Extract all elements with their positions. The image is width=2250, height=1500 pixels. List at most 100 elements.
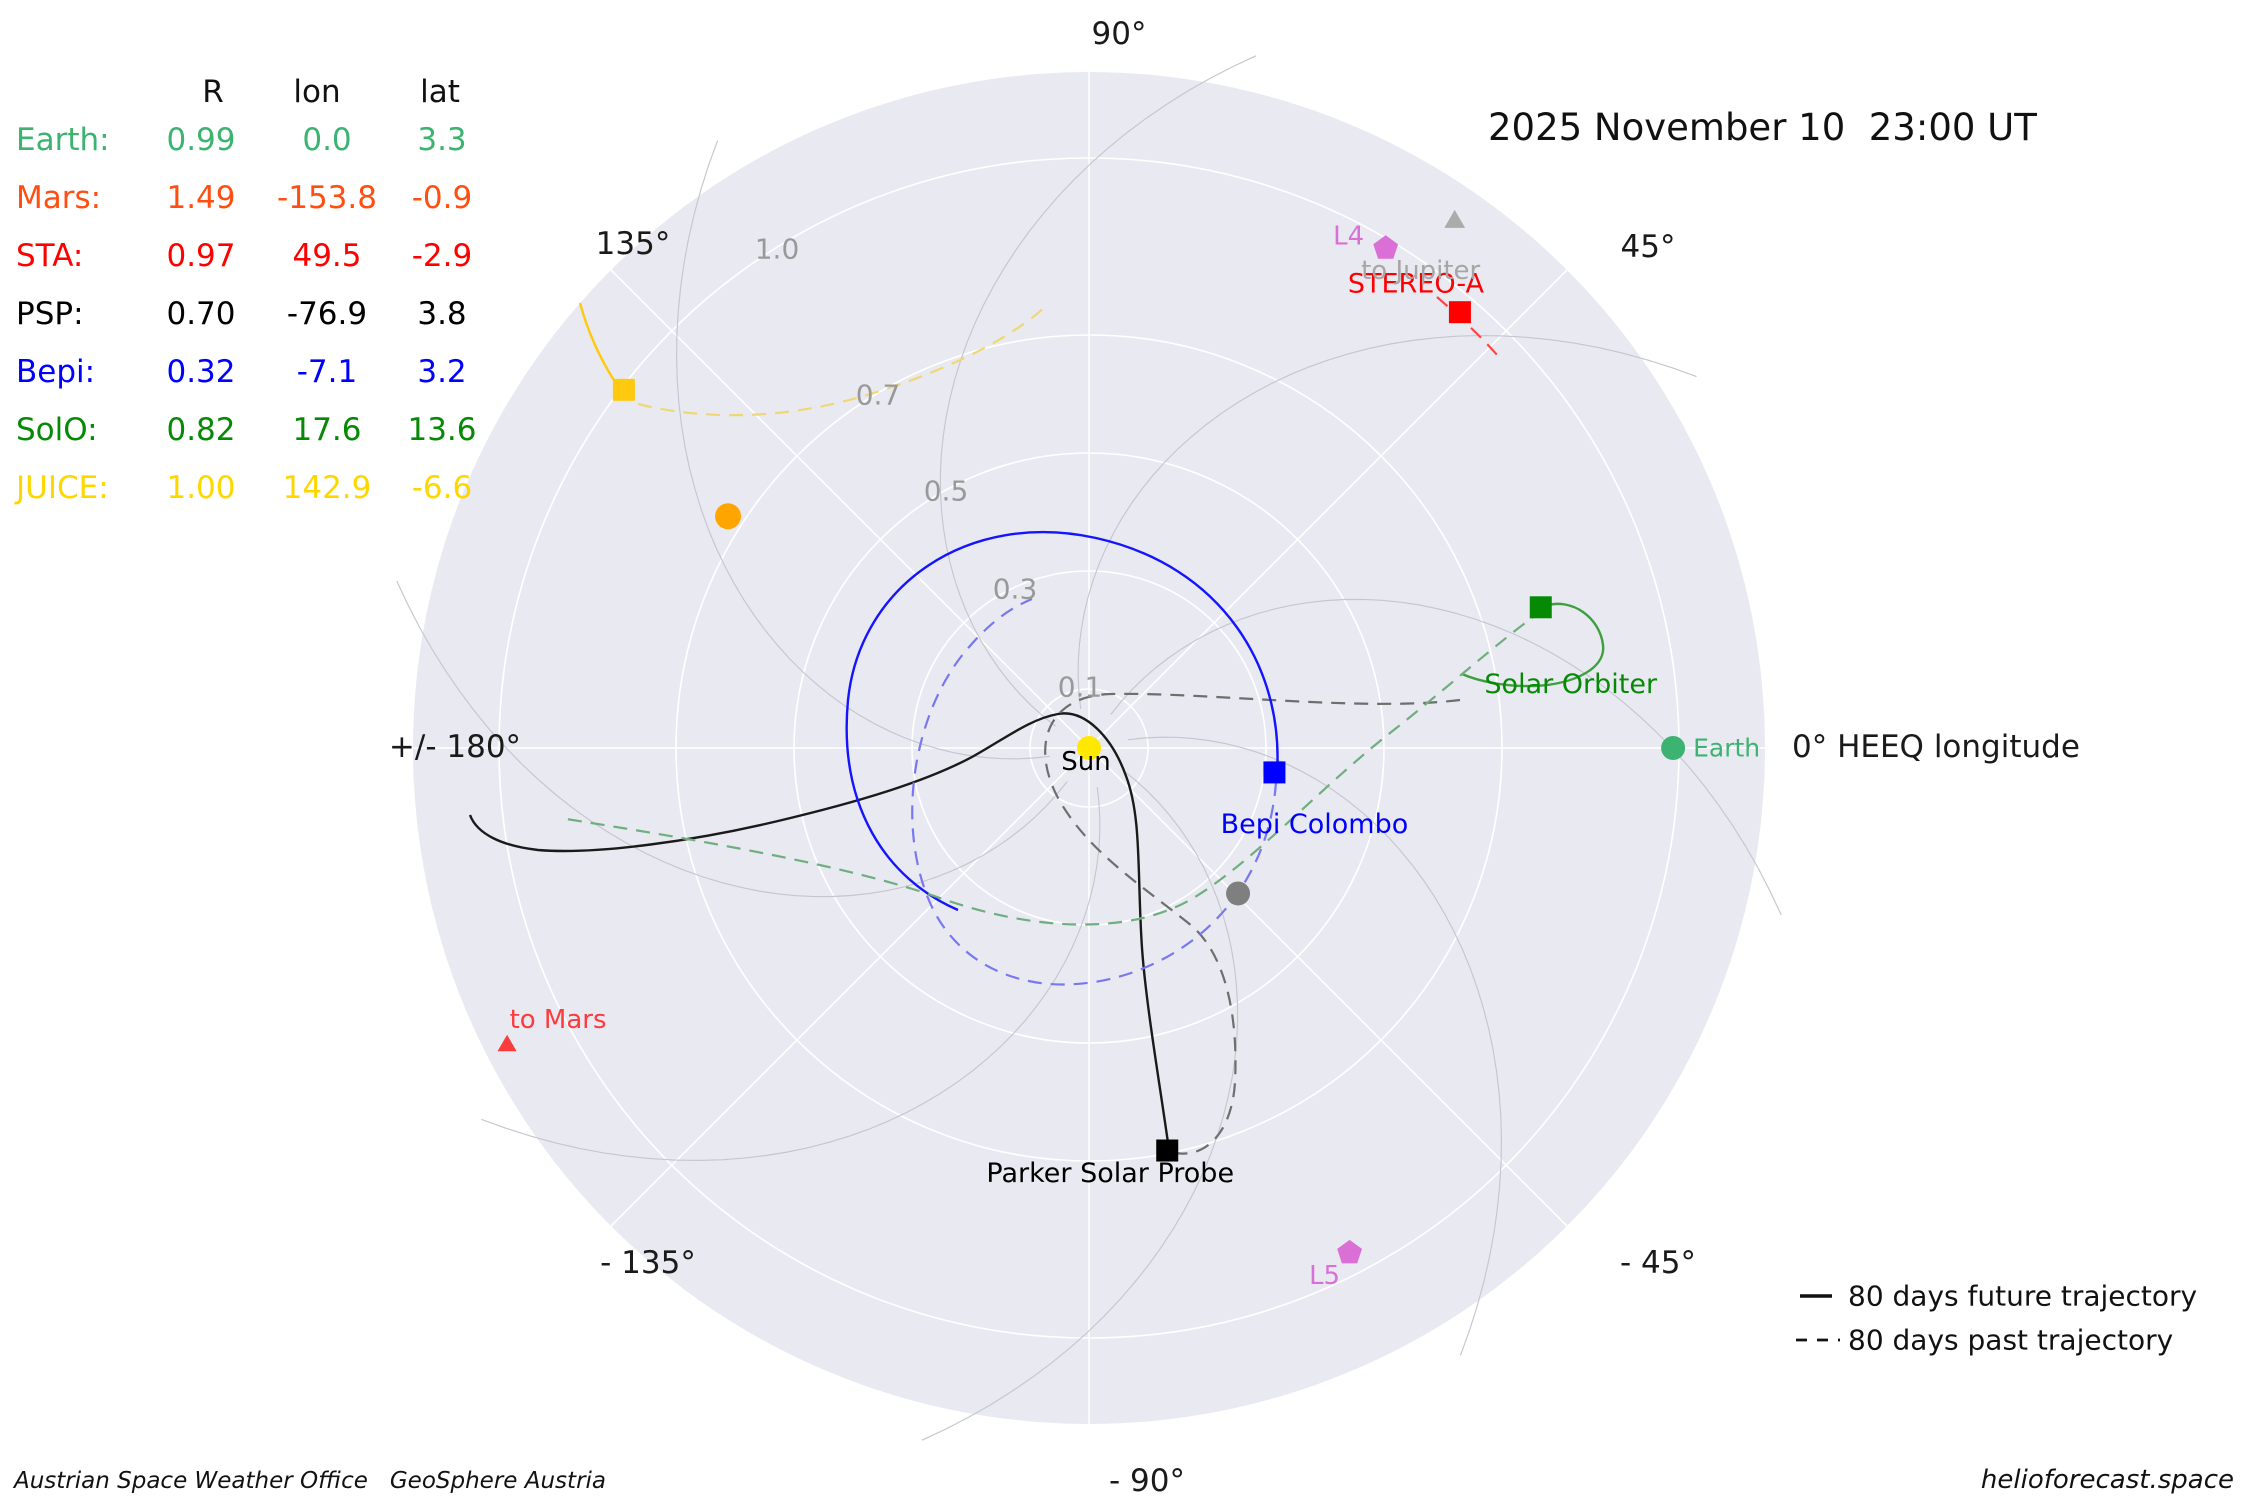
psp-past-trajectory	[1044, 692, 1461, 1155]
table-cell: 13.6	[407, 412, 476, 448]
sun-marker-label: Sun	[1061, 747, 1110, 777]
radial-tick-label: 0.1	[1058, 671, 1103, 704]
grid-circle	[1029, 688, 1149, 808]
table-cell: 3.8	[417, 296, 466, 332]
table-cell: -7.1	[297, 354, 358, 390]
table-row-earth: Earth: 0.99 0.0 3.3	[16, 122, 467, 158]
to-mars-marker-label: to Mars	[510, 1005, 607, 1035]
footer-organization: Austrian Space Weather Office GeoSphere …	[12, 1468, 606, 1494]
table-row-sta: STA: 0.97 49.5 -2.9	[16, 238, 472, 274]
future-trajectory-label: 80 days future trajectory	[1848, 1280, 2197, 1313]
trajectory-curves	[468, 296, 1605, 1155]
sta-past-trajectory	[1436, 296, 1499, 357]
angle-tick-label: 45°	[1621, 229, 1676, 265]
parker-solar-probe-marker-label: Parker Solar Probe	[986, 1158, 1234, 1189]
angle-tick-label: - 90°	[1109, 1463, 1185, 1499]
table-row-label-juice: JUICE:	[14, 470, 109, 506]
table-cell: -2.9	[412, 238, 473, 274]
polar-grid	[413, 72, 1765, 1424]
parker-solar-probe-marker	[1156, 1139, 1179, 1162]
radial-tick-label: 1.0	[755, 233, 800, 266]
angle-tick-label: - 45°	[1620, 1245, 1696, 1281]
juice-marker	[612, 378, 635, 401]
table-cell: 0.97	[166, 238, 235, 274]
table-cell: -76.9	[287, 296, 367, 332]
table-cell: -6.6	[412, 470, 473, 506]
sun-marker	[1077, 736, 1101, 760]
past-trajectory-label: 80 days past trajectory	[1848, 1324, 2173, 1357]
table-cell: 142.9	[283, 470, 372, 506]
grid-spoke	[610, 269, 1090, 749]
table-header-lat: lat	[420, 74, 460, 110]
table-row-solo: SolO: 0.82 17.6 13.6	[16, 412, 477, 448]
stereo-a-marker-label: STEREO-A	[1348, 269, 1485, 300]
table-cell: 17.6	[292, 412, 361, 448]
table-row-bepi: Bepi: 0.32 -7.1 3.2	[16, 354, 467, 390]
l5-marker	[1337, 1239, 1362, 1264]
table-row-label-mars: Mars:	[16, 180, 101, 216]
footer-website: helioforecast.space	[1981, 1465, 2234, 1495]
angle-tick-label: 90°	[1092, 16, 1147, 52]
psp-future-trajectory	[468, 712, 1171, 1151]
grid-spoke	[1088, 747, 1568, 1227]
table-cell: 0.99	[166, 122, 235, 158]
radial-tick-label: 0.3	[993, 573, 1038, 606]
bepi-past-trajectory	[911, 597, 1278, 986]
table-cell: 0.82	[166, 412, 235, 448]
table-header-R: R	[202, 74, 224, 110]
mercury-marker	[1226, 881, 1251, 906]
table-cell: -0.9	[412, 180, 473, 216]
table-cell: 1.49	[166, 180, 235, 216]
angle-tick-label: +/- 180°	[389, 729, 521, 765]
radial-tick-label: 0.5	[924, 475, 969, 508]
table-row-psp: PSP: 0.70 -76.9 3.8	[16, 296, 467, 332]
trajectory-legend: 80 days future trajectory 80 days past t…	[1796, 1280, 2197, 1357]
table-cell: 49.5	[292, 238, 361, 274]
parker-spiral-lines	[396, 55, 1782, 1441]
l4-marker	[1373, 235, 1399, 259]
body-markers: Sun Earth STEREO-A Solar Orbiter Bepi Colomb…	[497, 209, 1760, 1291]
bepi-future-trajectory	[845, 530, 1279, 912]
angle-tick-labels: 90° 45° 0° HEEQ longitude - 45° - 90° - 135° +…	[389, 16, 2080, 1499]
grid-spoke	[1088, 269, 1568, 749]
grid-circle	[675, 334, 1503, 1162]
earth-marker	[1661, 736, 1686, 760]
spiral-line	[1110, 598, 1782, 916]
spiral-line	[1077, 335, 1697, 709]
table-cell: 0.70	[166, 296, 235, 332]
to-jupiter-marker	[1444, 209, 1466, 228]
plot-title: 2025 November 10 23:00 UT	[1488, 106, 2037, 149]
radial-tick-labels: 0.1 0.3 0.5 0.7 1.0	[755, 233, 1103, 704]
spiral-line	[1128, 736, 1502, 1356]
table-cell: 1.00	[166, 470, 235, 506]
venus-marker	[715, 503, 742, 530]
solo-past-trajectory	[559, 609, 1544, 926]
spiral-line	[396, 580, 1068, 898]
table-cell: -153.8	[277, 180, 377, 216]
spiral-line	[481, 787, 1101, 1161]
l5-marker-label: L5	[1309, 1261, 1340, 1291]
table-row-label-sta: STA:	[16, 238, 83, 274]
bepi-colombo-marker-label: Bepi Colombo	[1221, 809, 1409, 840]
l4-marker-label: L4	[1333, 221, 1364, 251]
to-jupiter-marker-label: to Jupiter	[1361, 256, 1480, 286]
to-mars-marker	[497, 1034, 517, 1052]
grid-spoke	[610, 747, 1090, 1227]
angle-tick-label: - 135°	[600, 1245, 696, 1281]
spiral-line	[676, 140, 1050, 760]
table-row-juice: JUICE: 1.00 142.9 -6.6	[14, 470, 472, 506]
earth-marker-label: Earth	[1693, 734, 1760, 763]
spiral-line	[939, 55, 1257, 727]
radial-tick-label: 0.7	[856, 379, 901, 412]
table-cell: 3.2	[417, 354, 466, 390]
angle-tick-label: 0° HEEQ longitude	[1792, 729, 2080, 765]
table-row-label-earth: Earth:	[16, 122, 110, 158]
table-row-label-bepi: Bepi:	[16, 354, 95, 390]
stereo-a-marker	[1448, 301, 1471, 324]
table-cell: 3.3	[417, 122, 466, 158]
spiral-line	[921, 769, 1239, 1441]
solar-orbiter-marker	[1529, 596, 1552, 619]
